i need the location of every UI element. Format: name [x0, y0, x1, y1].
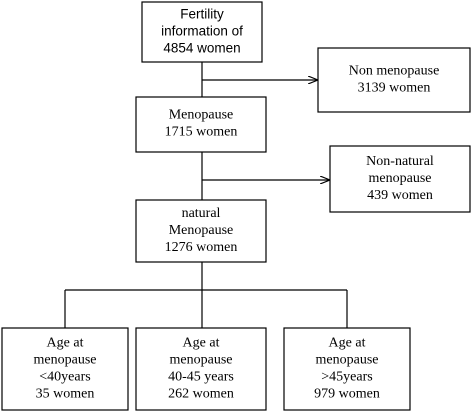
node-box: [329, 145, 471, 213]
node-label: <40years: [39, 370, 90, 385]
node-label: natural: [182, 206, 221, 221]
node-label: menopause: [369, 171, 432, 186]
node-box: [135, 199, 267, 263]
node-label: 4854 women: [163, 41, 240, 56]
node-box: [1, 327, 129, 411]
node-box: [283, 327, 411, 411]
node-label: 439 women: [367, 188, 433, 203]
node-label: 1276 women: [165, 240, 238, 255]
node-label: Age at: [47, 336, 84, 351]
node-box: [135, 96, 267, 153]
node-label: Age at: [329, 336, 366, 351]
node-box: [317, 47, 471, 113]
node-label: Fertility: [180, 7, 224, 22]
node-label: 35 women: [36, 387, 95, 402]
node-label: Non menopause: [349, 64, 440, 79]
node-label: 1715 women: [165, 125, 238, 140]
node-label: Non-natural: [366, 154, 434, 169]
node-label: 979 women: [314, 387, 380, 402]
node-label: menopause: [34, 353, 97, 368]
node-box: [141, 1, 263, 63]
node-label: menopause: [316, 353, 379, 368]
node-label: >45years: [321, 370, 372, 385]
node-label: 262 women: [168, 387, 234, 402]
labels: Fertility information of 4854 women Non men…: [34, 7, 440, 402]
node-label: Menopause: [169, 223, 234, 238]
node-box: [135, 327, 267, 411]
node-label: Age at: [183, 336, 220, 351]
node-label: 3139 women: [358, 81, 431, 96]
node-label: information of: [161, 24, 243, 39]
node-label: 40-45 years: [168, 370, 234, 385]
node-label: menopause: [170, 353, 233, 368]
node-label: Menopause: [169, 108, 234, 123]
